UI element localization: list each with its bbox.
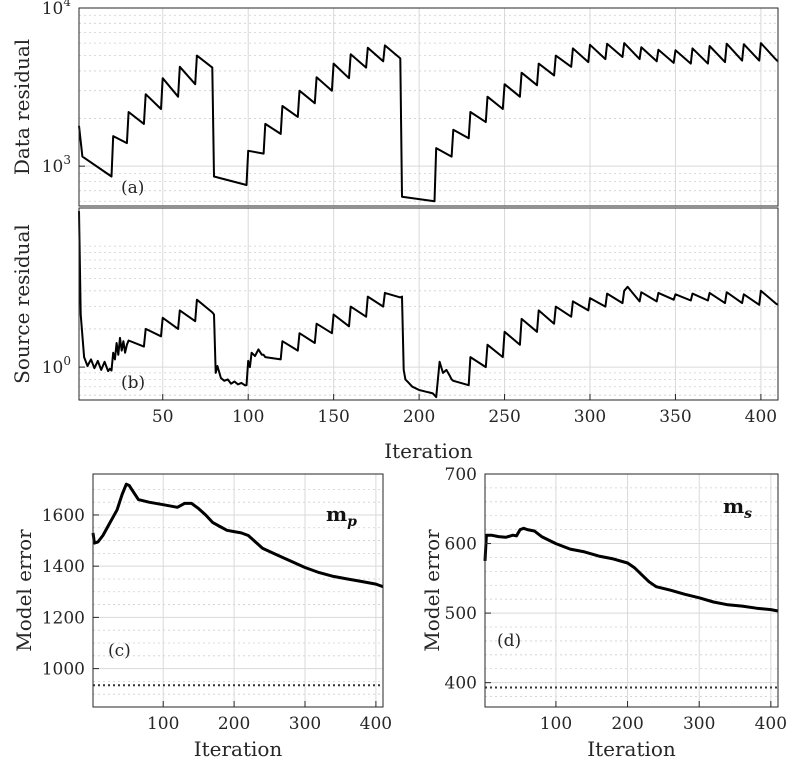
panel-c-grid bbox=[93, 474, 383, 707]
panel-d-series-line bbox=[483, 526, 779, 613]
panel-b-source-residual: 100 50 100 150 200 250 300 350 400 Source resid… bbox=[10, 207, 779, 463]
panel-d-x-ticks: 100 200 300 400 bbox=[540, 701, 787, 734]
panel-c-model-error-p: 1000 1200 1400 1600 100 200 300 400 Model erro… bbox=[12, 473, 392, 761]
panel-d-model-error-s: 400 500 600 700 100 200 300 400 Model error It… bbox=[420, 465, 787, 761]
panel-c-series-label-sub: p bbox=[347, 514, 357, 530]
x-tick-label: 300 bbox=[683, 714, 715, 734]
panel-d-series-label-sub: s bbox=[744, 506, 752, 522]
panel-c-label: (c) bbox=[108, 641, 131, 661]
y-tick-label: 1200 bbox=[42, 608, 85, 628]
panel-a-ylabel: Data residual bbox=[10, 39, 34, 175]
panel-c-y-ticks: 1000 1200 1400 1600 bbox=[42, 506, 99, 680]
panel-c-frame bbox=[92, 473, 384, 708]
panel-d-series-label-main: m bbox=[723, 494, 744, 518]
panel-c-series-label: mp bbox=[326, 502, 357, 530]
panel-b-x-ticks: 50 100 150 200 250 300 350 400 bbox=[152, 394, 777, 427]
panel-c-x-ticks: 100 200 300 400 bbox=[147, 701, 392, 734]
x-tick-label: 200 bbox=[218, 714, 250, 734]
y-tick-label: 400 bbox=[445, 674, 477, 694]
panel-b-y-ticks: 100 bbox=[42, 354, 85, 378]
panel-b-label: (b) bbox=[121, 373, 145, 393]
x-tick-label: 100 bbox=[540, 714, 572, 734]
x-tick-label: 400 bbox=[745, 407, 777, 427]
y-tick-label: 500 bbox=[445, 604, 477, 624]
y-tick-label: 1400 bbox=[42, 557, 85, 577]
panel-c-series-line bbox=[91, 482, 384, 589]
x-tick-label: 400 bbox=[755, 714, 787, 734]
panel-d-grid bbox=[485, 473, 778, 707]
panel-d-y-ticks: 400 500 600 700 bbox=[445, 465, 491, 694]
y-tick-label: 100 bbox=[42, 354, 71, 378]
x-tick-label: 350 bbox=[659, 407, 691, 427]
panel-d-label: (d) bbox=[497, 631, 521, 651]
y-tick-label: 700 bbox=[445, 465, 477, 485]
panel-a-y-ticks: 103 104 bbox=[42, 0, 85, 177]
panel-a-data-residual: 103 104 Data residual (a) bbox=[10, 0, 779, 207]
x-tick-label: 200 bbox=[403, 407, 435, 427]
panel-c-xlabel: Iteration bbox=[194, 737, 283, 761]
panel-d-ylabel: Model error bbox=[420, 529, 444, 652]
y-tick-label: 1600 bbox=[42, 506, 85, 526]
y-tick-label: 104 bbox=[42, 0, 72, 19]
x-tick-label: 400 bbox=[360, 714, 392, 734]
y-tick-label: 103 bbox=[42, 153, 71, 177]
x-tick-label: 250 bbox=[488, 407, 520, 427]
x-tick-label: 100 bbox=[147, 714, 179, 734]
y-tick-label: 1000 bbox=[42, 660, 85, 680]
x-tick-label: 300 bbox=[289, 714, 321, 734]
panel-a-series-line bbox=[78, 42, 779, 203]
panel-c-ylabel: Model error bbox=[12, 529, 36, 652]
x-tick-label: 200 bbox=[611, 714, 643, 734]
panel-d-xlabel: Iteration bbox=[587, 737, 676, 761]
panel-d-series-label: ms bbox=[723, 494, 752, 522]
panel-b-ylabel: Source residual bbox=[10, 224, 34, 384]
panel-a-label: (a) bbox=[121, 178, 144, 198]
y-tick-label: 600 bbox=[445, 535, 477, 555]
panel-b-xlabel: Iteration bbox=[384, 439, 473, 463]
x-tick-label: 100 bbox=[232, 407, 264, 427]
panel-c-series-label-main: m bbox=[326, 502, 347, 526]
panel-a-grid bbox=[79, 7, 778, 206]
x-tick-label: 50 bbox=[152, 407, 174, 427]
x-tick-label: 150 bbox=[317, 407, 349, 427]
panel-b-frame bbox=[78, 207, 779, 401]
panel-d-frame bbox=[484, 473, 779, 708]
panel-a-frame bbox=[78, 7, 779, 207]
panel-b-series-line bbox=[78, 211, 779, 399]
x-tick-label: 300 bbox=[574, 407, 606, 427]
panel-b-grid bbox=[79, 208, 778, 400]
